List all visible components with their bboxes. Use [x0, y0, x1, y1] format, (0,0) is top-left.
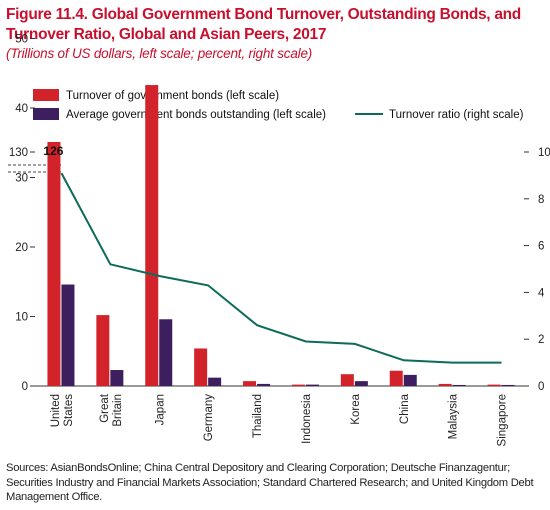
category-label: Great Britain: [99, 393, 124, 426]
bar-turnover: [487, 384, 501, 386]
category-label-line: China: [399, 393, 411, 424]
legend: Turnover of government bonds (left scale…: [33, 89, 524, 121]
right-tick-label: 0: [538, 381, 544, 393]
right-tick-label: 4: [538, 287, 545, 299]
legend-swatch-turnover: [33, 89, 59, 101]
left-tick-label: 0: [22, 381, 28, 393]
bar-turnover: [145, 85, 159, 386]
bar-turnover: [389, 370, 403, 386]
turnover-ratio-line: [60, 172, 502, 364]
figure-subtitle: (Trillions of US dollars, left scale; pe…: [6, 46, 313, 61]
bar-turnover: [47, 142, 61, 386]
left-tick-label: 30: [15, 173, 28, 185]
legend-label-turnover: Turnover of government bonds (left scale…: [66, 90, 279, 102]
source-note: Sources: AsianBondsOnline; China Central…: [6, 462, 534, 503]
left-tick-label: 130: [9, 147, 28, 159]
legend-swatch-outstanding: [33, 108, 59, 120]
category-label-line: Indonesia: [301, 393, 313, 443]
left-tick-label: 40: [15, 103, 28, 115]
category-label-line: Japan: [154, 394, 166, 425]
right-tick-label: 2: [538, 334, 544, 346]
left-tick-label: 50: [15, 34, 28, 46]
category-labels: United States Great Britain Japan Germany Thai…: [50, 393, 509, 446]
left-tick-label: 10: [15, 312, 28, 324]
bar-turnover: [291, 384, 305, 386]
right-tick-label: 6: [538, 241, 544, 253]
data-label: 126: [43, 144, 63, 158]
bar-turnover: [243, 381, 257, 386]
bar-outstanding: [452, 384, 466, 386]
figure-title: Figure 11.4. Global Government Bond Turn…: [6, 6, 521, 43]
category-label: Thailand: [252, 394, 264, 438]
bar-outstanding: [257, 383, 271, 386]
bar-outstanding: [61, 284, 75, 386]
category-label: Indonesia: [301, 393, 313, 443]
category-label: Japan: [154, 394, 166, 425]
bar-turnover: [340, 374, 354, 386]
bar-turnover: [194, 348, 208, 386]
category-label-line: Thailand: [252, 394, 264, 438]
bar-turnover: [96, 315, 110, 386]
category-label: Korea: [350, 393, 362, 424]
turnover-ratio-series: [60, 172, 502, 364]
bar-outstanding: [354, 381, 368, 386]
bar-turnover: [438, 383, 452, 386]
category-label-line: Malaysia: [448, 393, 460, 439]
category-label-line: Britain: [112, 394, 124, 427]
category-label-line: Korea: [350, 393, 362, 424]
category-label-line: Great: [99, 393, 111, 423]
bar-outstanding: [403, 374, 417, 386]
category-label: Malaysia: [448, 393, 460, 439]
category-label-line: States: [63, 394, 75, 427]
legend-label-outstanding: Average government bonds outstanding (le…: [66, 109, 326, 121]
bar-outstanding: [305, 384, 319, 386]
bar-outstanding: [159, 319, 173, 386]
category-label-line: United: [50, 394, 62, 427]
category-label: Germany: [203, 394, 215, 442]
bar-outstanding: [208, 377, 222, 386]
category-label-line: Singapore: [497, 394, 509, 446]
category-label: Singapore: [497, 394, 509, 446]
legend-label-ratio: Turnover ratio (right scale): [389, 109, 524, 121]
bar-outstanding: [110, 370, 124, 386]
axes: 0 10 20 30 40 50 130 0 2 4 6 8 10: [8, 34, 550, 393]
category-label-line: Germany: [203, 394, 215, 442]
category-label: United States: [50, 394, 75, 427]
right-tick-label: 10: [538, 147, 550, 159]
bar-outstanding: [501, 384, 515, 386]
bars: 126: [43, 85, 515, 386]
right-tick-label: 8: [538, 194, 544, 206]
category-label: China: [399, 393, 411, 424]
left-tick-label: 20: [15, 242, 28, 254]
